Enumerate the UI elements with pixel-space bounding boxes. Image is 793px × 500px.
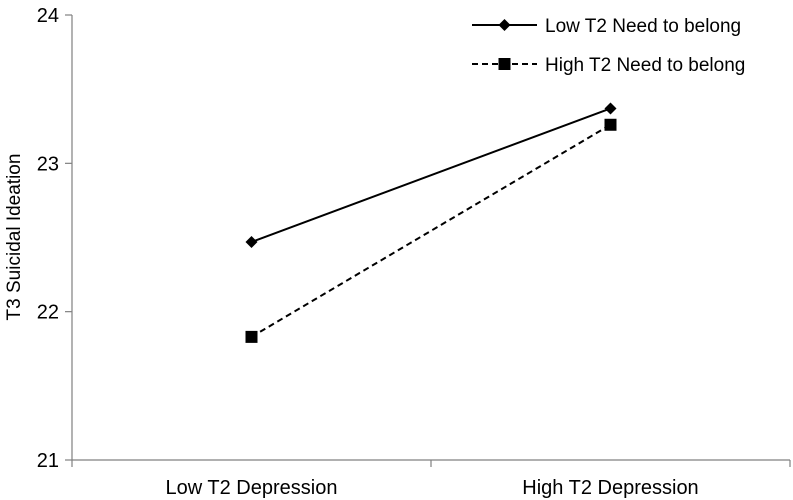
y-tick-label: 21 bbox=[37, 450, 59, 472]
series-line bbox=[250, 123, 612, 338]
series-layer bbox=[245, 102, 617, 343]
legend-marker bbox=[498, 19, 511, 31]
series-2 bbox=[245, 118, 617, 343]
y-tick-label: 23 bbox=[37, 153, 59, 175]
data-point bbox=[604, 118, 617, 131]
y-tick-label: 24 bbox=[37, 5, 59, 27]
series-1 bbox=[245, 102, 617, 248]
data-point bbox=[245, 330, 258, 343]
data-point bbox=[604, 102, 617, 115]
series-line bbox=[251, 107, 611, 243]
y-axis-ticks: 21 22 23 24 bbox=[37, 5, 72, 472]
legend-marker bbox=[498, 58, 511, 70]
y-axis-title: T3 Suicidal Ideation bbox=[4, 154, 25, 321]
x-category-label: Low T2 Depression bbox=[166, 477, 338, 499]
y-tick-label: 22 bbox=[37, 302, 59, 324]
legend: Low T2 Need to belong High T2 Need to bel… bbox=[472, 16, 745, 76]
data-point bbox=[245, 235, 258, 248]
legend-item: High T2 Need to belong bbox=[472, 55, 745, 76]
legend-item: Low T2 Need to belong bbox=[472, 16, 741, 37]
axes bbox=[71, 15, 790, 461]
legend-label: Low T2 Need to belong bbox=[545, 16, 741, 37]
legend-label: High T2 Need to belong bbox=[545, 55, 745, 76]
x-category-label: High T2 Depression bbox=[522, 477, 698, 499]
x-axis-ticks: Low T2 Depression High T2 Depression bbox=[71, 460, 791, 499]
